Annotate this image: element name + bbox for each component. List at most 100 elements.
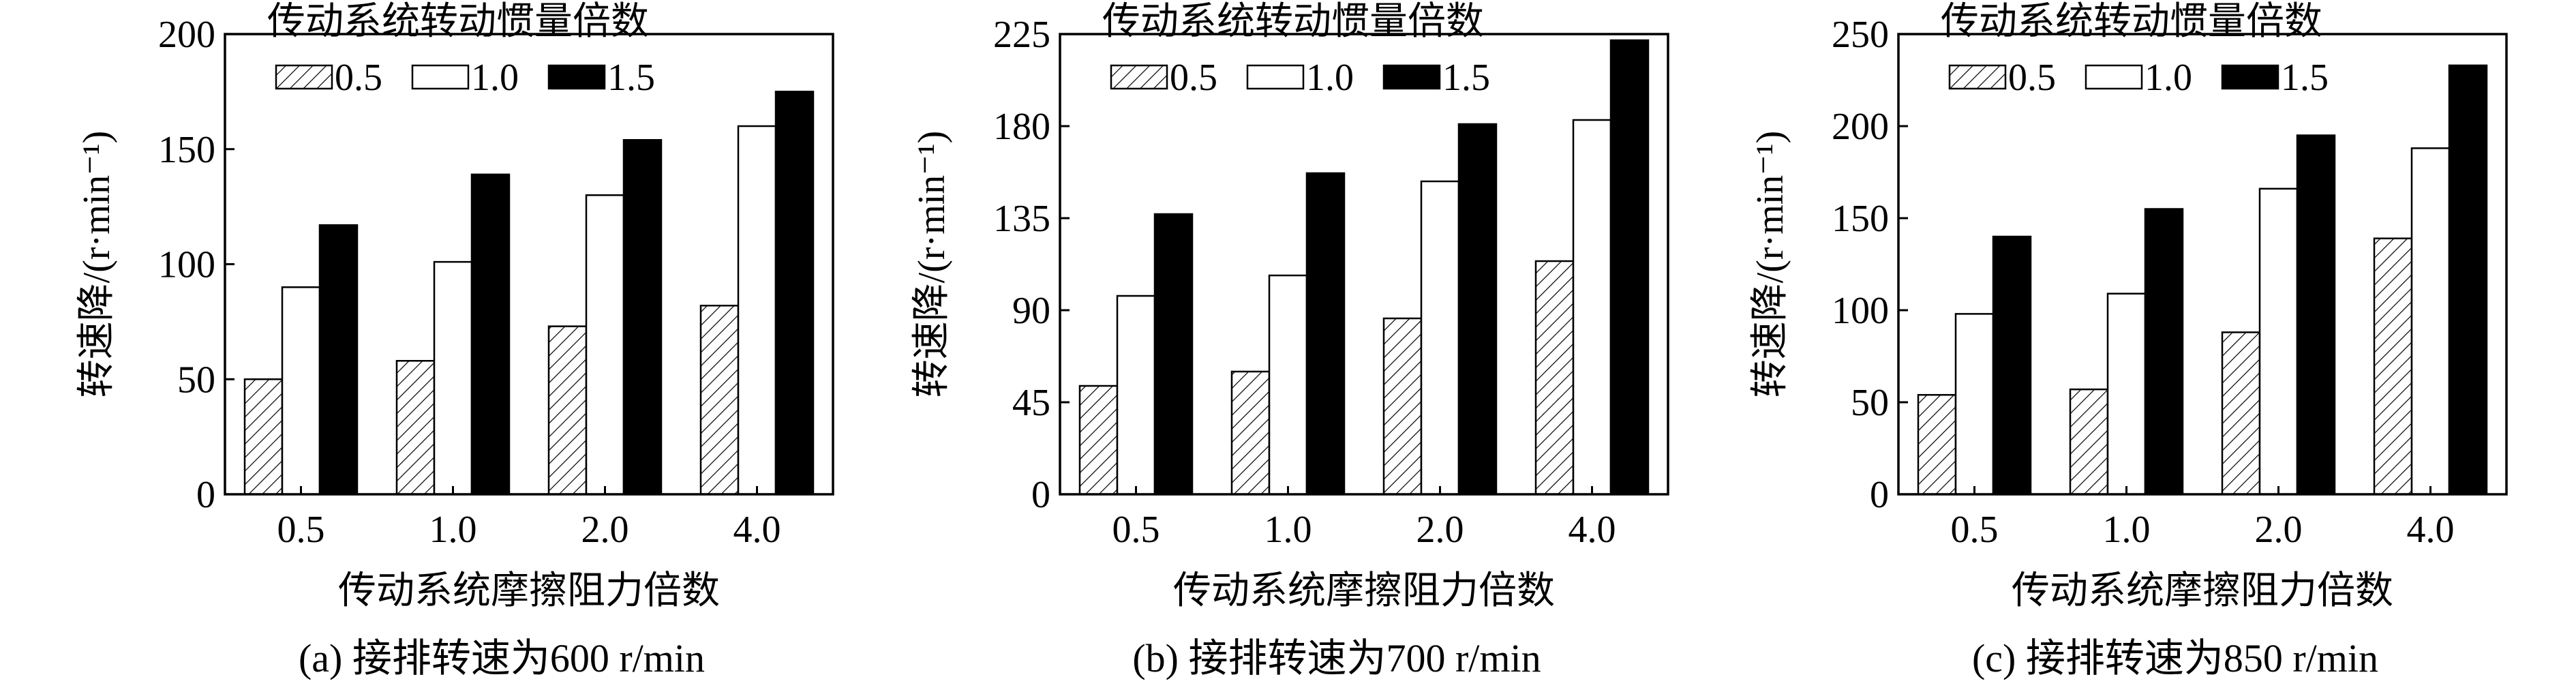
y-tick-label: 225 <box>993 14 1050 56</box>
bar <box>622 139 663 496</box>
x-tick-label: 1.0 <box>1264 509 1312 551</box>
chart-panel: 0 45 90 135 180 225 0.5 1.0 2.0 4.0 传动系统摩擦阻力倍数 转速降/… <box>911 1 1669 680</box>
x-axis-title: 传动系统摩擦阻力倍数 <box>338 570 720 612</box>
bar <box>243 378 284 496</box>
y-tick-label: 250 <box>1832 14 1889 56</box>
legend: 0.5 1.0 1.5 <box>1110 57 1490 99</box>
panel-caption: (a) 接排转速为600 r/min <box>299 636 705 680</box>
y-tick-label: 200 <box>158 14 215 56</box>
legend-label: 1.0 <box>2145 57 2192 99</box>
y-tick-label: 90 <box>1012 290 1050 332</box>
y-tick-label: 45 <box>1012 382 1050 424</box>
legend-swatch <box>2221 64 2279 90</box>
y-tick-label: 50 <box>1851 382 1889 424</box>
legend-label: 0.5 <box>1170 57 1217 99</box>
bar <box>2106 292 2147 496</box>
legend-label: 1.5 <box>607 57 655 99</box>
bar <box>1534 260 1575 496</box>
panel-caption: (c) 接排转速为850 r/min <box>1972 636 2378 680</box>
legend: 0.5 1.0 1.5 <box>275 57 655 99</box>
y-tick-label: 0 <box>196 474 215 516</box>
bar <box>585 194 625 496</box>
legend-title: 传动系统转动惯量倍数 <box>1102 1 1484 43</box>
bar <box>433 260 473 496</box>
bar <box>1268 274 1308 496</box>
legend-label: 0.5 <box>335 57 382 99</box>
y-tick-label: 100 <box>158 244 215 286</box>
legend-swatch <box>2085 64 2143 90</box>
bar <box>1153 213 1194 496</box>
x-tick-label: 0.5 <box>1112 509 1160 551</box>
bar <box>281 286 321 496</box>
legend-title: 传动系统转动惯量倍数 <box>267 1 649 43</box>
x-tick-label: 0.5 <box>1951 509 1999 551</box>
chart-panel: 0 50 100 150 200 250 0.5 1.0 2.0 4.0 传动系统摩擦阻力倍数 转速降… <box>1749 1 2508 680</box>
bar <box>699 305 740 496</box>
bar <box>1382 317 1423 496</box>
x-tick-label: 2.0 <box>2255 509 2303 551</box>
bar <box>547 325 588 496</box>
bar <box>318 224 359 496</box>
legend-swatch <box>1246 64 1305 90</box>
bar <box>1305 172 1346 496</box>
plot-frame <box>1059 33 1669 496</box>
bar <box>2069 388 2109 496</box>
y-tick-label: 0 <box>1870 474 1889 516</box>
x-tick-label: 2.0 <box>1416 509 1464 551</box>
bar <box>1572 119 1612 496</box>
bar <box>1457 123 1498 496</box>
y-tick-label: 200 <box>1832 106 1889 148</box>
y-tick-label: 150 <box>158 129 215 171</box>
bar <box>470 173 511 496</box>
bar <box>2144 208 2184 496</box>
bar <box>1954 313 1995 496</box>
y-axis-title: 转速降/(r·min⁻¹) <box>76 131 118 398</box>
legend-label: 1.5 <box>1442 57 1490 99</box>
legend-swatch <box>411 64 470 90</box>
legend-label: 1.5 <box>2281 57 2329 99</box>
bar <box>2221 331 2261 496</box>
bar <box>1609 39 1650 496</box>
legend-label: 0.5 <box>2008 57 2056 99</box>
bar <box>2448 64 2488 496</box>
chart-panel: 0 50 100 150 200 0.5 1.0 2.0 4.0 传动系统摩擦阻力倍数 转速降/(r… <box>76 1 834 680</box>
y-tick-label: 135 <box>993 198 1050 240</box>
bar <box>2296 134 2336 496</box>
legend-label: 1.0 <box>1306 57 1354 99</box>
legend-title: 传动系统转动惯量倍数 <box>1941 1 2322 43</box>
legend-swatch <box>1382 64 1441 90</box>
x-tick-label: 0.5 <box>277 509 325 551</box>
bar <box>1078 385 1119 496</box>
bar <box>1992 235 2032 496</box>
legend-swatch <box>1948 64 2007 90</box>
legend-swatch <box>275 64 333 90</box>
bar <box>2410 147 2451 496</box>
bar <box>1420 180 1460 496</box>
plot-frame <box>1897 33 2508 496</box>
x-tick-label: 4.0 <box>2407 509 2455 551</box>
legend-swatch <box>1110 64 1168 90</box>
y-tick-label: 100 <box>1832 290 1889 332</box>
bar <box>395 360 436 496</box>
legend-label: 1.0 <box>471 57 519 99</box>
bar <box>2373 237 2413 496</box>
x-axis-title: 传动系统摩擦阻力倍数 <box>1173 570 1555 612</box>
bar <box>737 125 777 496</box>
y-tick-label: 50 <box>177 359 215 401</box>
x-tick-label: 4.0 <box>1569 509 1616 551</box>
x-tick-label: 2.0 <box>581 509 629 551</box>
x-tick-label: 4.0 <box>733 509 781 551</box>
bar <box>1116 295 1156 496</box>
legend: 0.5 1.0 1.5 <box>1948 57 2329 99</box>
x-axis-title: 传动系统摩擦阻力倍数 <box>2012 570 2393 612</box>
y-axis-title: 转速降/(r·min⁻¹) <box>911 131 953 398</box>
y-tick-label: 180 <box>993 106 1050 148</box>
y-tick-label: 150 <box>1832 198 1889 240</box>
legend-swatch <box>547 64 606 90</box>
bar <box>1917 393 1957 496</box>
bar <box>774 91 815 496</box>
x-tick-label: 1.0 <box>429 509 477 551</box>
y-tick-label: 0 <box>1031 474 1050 516</box>
panel-caption: (b) 接排转速为700 r/min <box>1132 636 1541 680</box>
